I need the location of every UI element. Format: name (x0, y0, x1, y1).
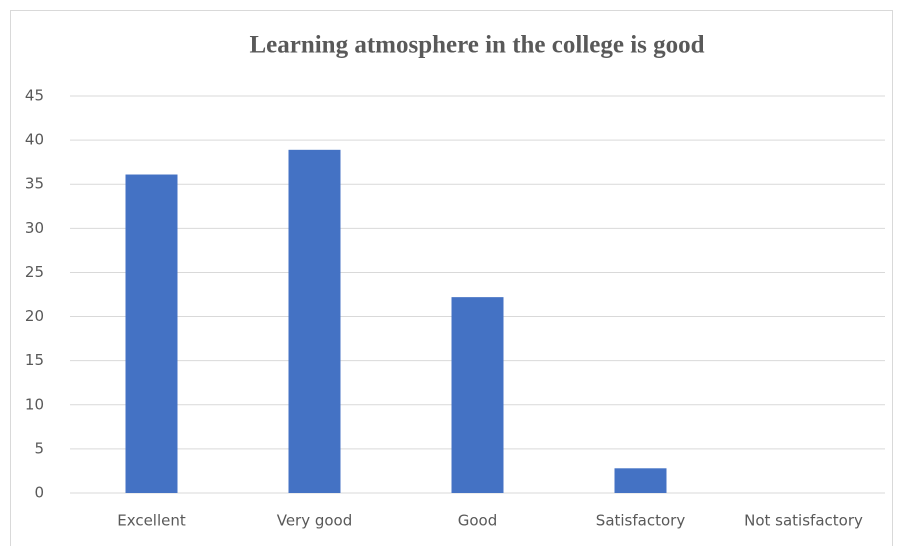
y-tick-label: 20 (25, 307, 44, 325)
bar (125, 174, 178, 494)
y-tick-label: 40 (25, 131, 44, 149)
y-tick-label: 45 (25, 87, 44, 105)
x-tick-label: Good (458, 512, 498, 530)
x-tick-label: Excellent (117, 512, 186, 530)
chart-title: Learning atmosphere in the college is go… (249, 32, 704, 59)
y-tick-label: 30 (25, 219, 44, 237)
bar (614, 468, 667, 493)
y-tick-label: 5 (34, 439, 44, 457)
y-tick-label: 10 (25, 395, 44, 413)
x-tick-label: Not satisfactory (744, 512, 863, 530)
bar (288, 149, 341, 493)
y-tick-label: 25 (25, 263, 44, 281)
y-tick-label: 35 (25, 175, 44, 193)
y-tick-label: 15 (25, 351, 44, 369)
x-tick-label: Satisfactory (596, 512, 686, 530)
bar (451, 297, 504, 493)
y-tick-label: 0 (34, 484, 44, 502)
x-tick-label: Very good (277, 512, 353, 530)
